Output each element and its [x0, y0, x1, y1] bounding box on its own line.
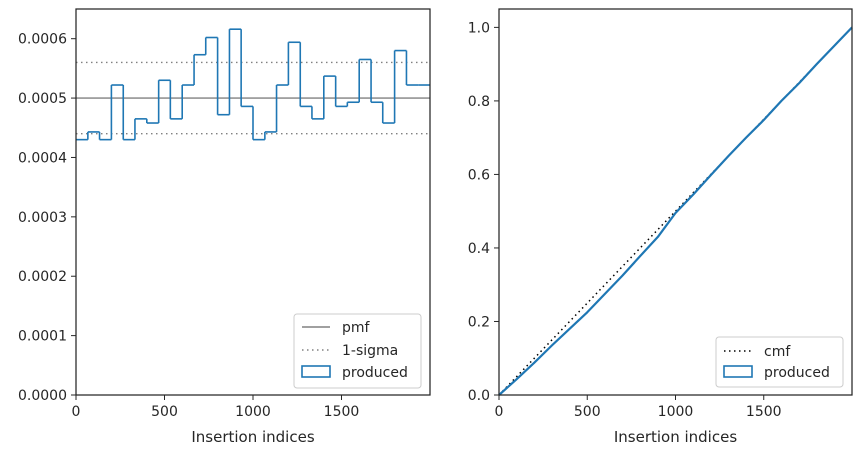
legend-produced-label: produced — [342, 365, 408, 381]
y-tick-label: 0.0003 — [18, 210, 67, 226]
y-tick-label: 0.4 — [468, 241, 490, 257]
x-tick-label: 1000 — [235, 404, 271, 420]
x-tick-label: 500 — [151, 404, 178, 420]
produced-cdf-line — [498, 26, 853, 396]
y-tick-label: 0.2 — [468, 314, 490, 330]
y-tick-label: 0.0001 — [18, 329, 67, 345]
y-tick-label: 1.0 — [468, 20, 490, 36]
x-axis-title: Insertion indices — [614, 428, 737, 446]
x-tick-label: 1000 — [658, 404, 694, 420]
legend-produced-label: produced — [764, 365, 830, 381]
legend-produced-swatch — [723, 365, 753, 378]
y-tick-label: 0.0006 — [18, 32, 67, 48]
x-tick-label: 0 — [72, 404, 81, 420]
y-tick-label: 0.0000 — [18, 388, 67, 404]
legend-pmf-label: pmf — [342, 320, 371, 336]
legend-produced-swatch — [301, 365, 331, 378]
legend-sigma-label: 1-sigma — [342, 343, 398, 359]
y-tick-label: 0.8 — [468, 94, 490, 110]
legend-box — [293, 313, 422, 389]
legend-cmf-label: cmf — [764, 344, 791, 360]
y-tick-label: 0.0004 — [18, 150, 67, 166]
y-tick-label: 0.0002 — [18, 269, 67, 285]
plot-frame — [498, 8, 853, 396]
x-tick-label: 0 — [495, 404, 504, 420]
plot-frame — [75, 8, 431, 396]
x-tick-label: 1500 — [746, 404, 782, 420]
x-axis-title: Insertion indices — [191, 428, 314, 446]
y-tick-label: 0.6 — [468, 167, 490, 183]
x-tick-label: 500 — [574, 404, 601, 420]
x-tick-label: 1500 — [324, 404, 360, 420]
legend-box — [715, 336, 844, 388]
y-tick-label: 0.0 — [468, 388, 490, 404]
y-tick-label: 0.0005 — [18, 91, 67, 107]
